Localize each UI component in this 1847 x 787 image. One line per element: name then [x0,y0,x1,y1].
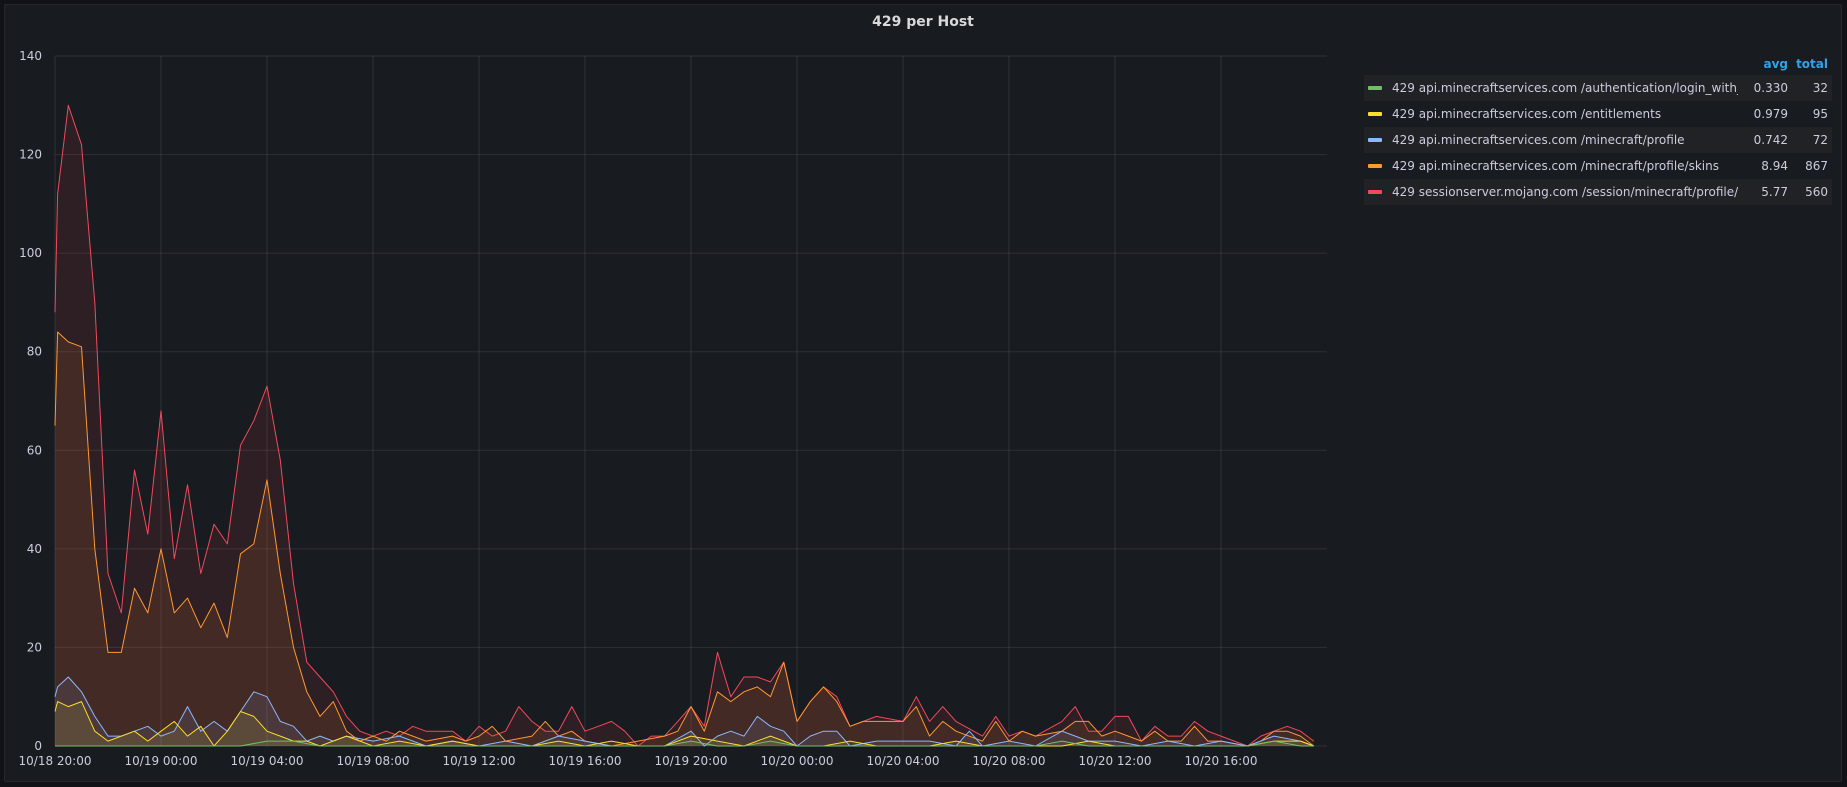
y-axis: 0 20 40 60 80 100 120 140 [19,49,42,753]
chart-svg: 0 20 40 60 80 100 120 140 10/18 20:00 10/19 00:0… [19,49,1327,768]
x-tick-label: 10/20 08:00 [973,754,1046,768]
x-axis: 10/18 20:00 10/19 00:00 10/19 04:00 10/19 0… [19,754,1258,768]
legend-series-name: 429 api.minecraftservices.com /minecraft… [1392,159,1719,173]
legend-avg-value: 0.742 [1753,133,1788,147]
legend-total-value: 32 [1812,81,1828,95]
series-area [55,105,1314,747]
series-line[interactable] [54,104,1315,747]
x-tick-label: 10/19 08:00 [337,754,410,768]
y-tick-label: 40 [27,542,42,556]
legend-swatch [1368,164,1382,168]
legend-header: avg total [1364,53,1832,75]
legend-swatch [1368,112,1382,116]
legend-series-name: 429 api.minecraftservices.com /entitleme… [1392,107,1662,121]
series-line[interactable] [55,740,1314,747]
y-tick-label: 0 [34,739,42,753]
legend-avg-header[interactable]: avg [1763,57,1788,71]
legend-total-header[interactable]: total [1796,57,1828,71]
series-area [55,701,1314,746]
legend-avg-value: 0.979 [1753,107,1788,121]
panel-title[interactable]: 429 per Host [872,14,974,30]
legend-series-name: 429 api.minecraftservices.com /authentic… [1392,81,1738,95]
legend-total-value: 95 [1812,107,1828,121]
legend-rows: 429 api.minecraftservices.com /authentic… [1364,75,1832,205]
legend-total-value: 72 [1812,133,1828,147]
x-tick-label: 10/20 04:00 [867,754,940,768]
chart-lines [54,104,1315,747]
legend-item[interactable]: 429 sessionserver.mojang.com /session/mi… [1364,179,1832,205]
series-line[interactable] [54,331,1315,747]
y-tick-label: 20 [27,640,42,654]
series-area [55,741,1314,746]
x-tick-label: 10/19 00:00 [125,754,198,768]
legend-avg-value: 0.330 [1753,81,1788,95]
legend-series-name: 429 api.minecraftservices.com /minecraft… [1392,133,1685,147]
x-tick-label: 10/19 04:00 [231,754,304,768]
legend-avg-value: 8.94 [1761,159,1788,173]
series-line[interactable] [54,701,1314,747]
legend-item[interactable]: 429 api.minecraftservices.com /authentic… [1364,75,1832,101]
x-tick-label: 10/20 16:00 [1185,754,1258,768]
x-tick-label: 10/19 12:00 [443,754,516,768]
x-tick-label: 10/19 20:00 [655,754,728,768]
x-tick-label: 10/20 00:00 [761,754,834,768]
series-area [55,677,1314,746]
y-tick-label: 100 [19,246,42,260]
legend-avg-value: 5.77 [1761,185,1788,199]
series-area [55,332,1314,746]
chart-grid [54,55,1327,747]
x-tick-label: 10/20 12:00 [1079,754,1152,768]
legend-swatch [1368,190,1382,194]
legend-series-name: 429 sessionserver.mojang.com /session/mi… [1392,185,1738,199]
y-tick-label: 60 [27,443,42,457]
legend-total-value: 560 [1805,185,1828,199]
x-tick-label: 10/19 16:00 [549,754,622,768]
y-tick-label: 140 [19,49,42,63]
chart-areas [55,105,1314,747]
legend-total-value: 867 [1805,159,1828,173]
graph-panel: 429 per Host 0 20 40 60 80 100 120 140 10/18 20… [4,4,1842,782]
y-tick-label: 80 [27,345,42,359]
legend-item[interactable]: 429 api.minecraftservices.com /minecraft… [1364,127,1832,153]
legend-swatch [1368,86,1382,90]
legend-item[interactable]: 429 api.minecraftservices.com /entitleme… [1364,101,1832,127]
legend: avg total 429 api.minecraftservices.com … [1364,53,1832,205]
x-tick-label: 10/18 20:00 [19,754,92,768]
y-tick-label: 120 [19,148,42,162]
legend-item[interactable]: 429 api.minecraftservices.com /minecraft… [1364,153,1832,179]
legend-swatch [1368,138,1382,142]
